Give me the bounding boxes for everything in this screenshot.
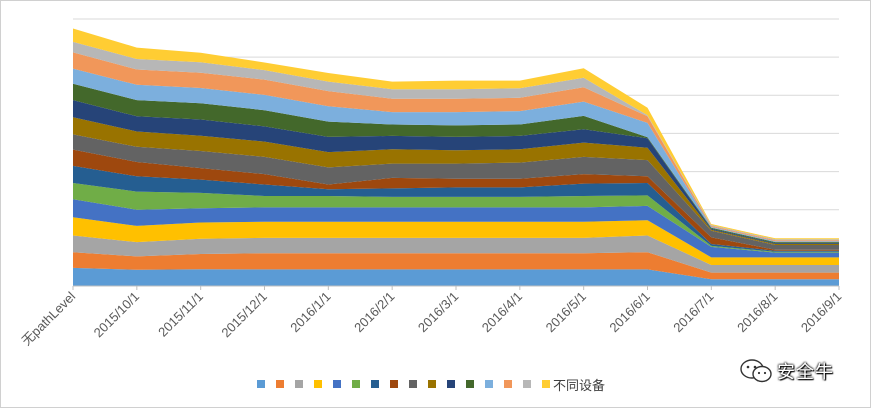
legend-swatch [542,380,550,388]
legend-item [352,380,360,388]
legend-swatch [447,380,455,388]
legend-swatch [352,380,360,388]
x-tick-label: 2016/9/1 [798,289,844,335]
series-area-1 [73,267,839,286]
x-tick-label: 2016/5/1 [543,289,589,335]
x-tick-labels: 无pathLevel 2015/10/1 2015/11/1 2015/12/1 201… [19,286,844,349]
legend-item [371,380,379,388]
x-tick-label: 2016/3/1 [415,289,461,335]
series-area-5 [73,199,839,258]
x-tick-label: 2016/8/1 [734,289,780,335]
series-area-9 [73,134,839,250]
legend-swatch [485,380,493,388]
series-area-8 [73,149,839,251]
legend-item [333,380,341,388]
legend-item [314,380,322,388]
legend-swatch [390,380,398,388]
x-tick-label: 2016/6/1 [606,289,652,335]
series-area-2 [73,252,839,280]
legend-item [295,380,303,388]
series-areas [73,28,839,286]
series-area-14 [73,52,839,242]
watermark: 安全牛 [739,357,834,385]
x-tick-label: 2015/11/1 [155,289,206,340]
series-area-12 [73,83,839,244]
legend-swatch [466,380,474,388]
stacked-area-chart: 无pathLevel 2015/10/1 2015/11/1 2015/12/1 201… [19,18,844,349]
legend-item [276,380,284,388]
legend-swatch [257,380,265,388]
series-area-16 [73,28,839,240]
x-tick-label: 2016/2/1 [351,289,397,335]
series-area-4 [73,217,839,265]
legend-swatch [371,380,379,388]
legend-swatch [523,380,531,388]
legend-item [523,380,531,388]
x-tick-label: 2016/1/1 [287,289,333,335]
legend-item [390,380,398,388]
x-tick-label: 无pathLevel [19,289,79,349]
legend-swatch [333,380,341,388]
legend-swatch [314,380,322,388]
legend-item [466,380,474,388]
x-tick-label: 2016/4/1 [479,289,525,335]
wechat-icon [740,359,772,383]
x-tick-label: 2015/12/1 [218,289,270,341]
series-area-10 [73,117,839,245]
legend-swatch [504,380,512,388]
x-tick-label: 2015/10/1 [91,289,143,341]
series-area-3 [73,235,839,273]
legend-item [409,380,417,388]
series-area-15 [73,41,839,241]
legend-swatch [295,380,303,388]
legend-swatch [276,380,284,388]
legend-label: 不同设备 [553,377,606,393]
legend-item [485,380,493,388]
legend: 不同设备 [257,375,616,393]
series-area-11 [73,100,839,244]
series-area-13 [73,68,839,243]
legend-item [447,380,455,388]
x-tick-label: 2016/7/1 [670,289,716,335]
series-area-6 [73,183,839,253]
legend-item [428,380,436,388]
legend-item [504,380,512,388]
series-area-7 [73,165,839,252]
legend-swatch [428,380,436,388]
watermark-text: 安全牛 [777,362,834,383]
legend-item [257,380,265,388]
legend-item: 不同设备 [542,375,605,394]
legend-swatch [409,380,417,388]
